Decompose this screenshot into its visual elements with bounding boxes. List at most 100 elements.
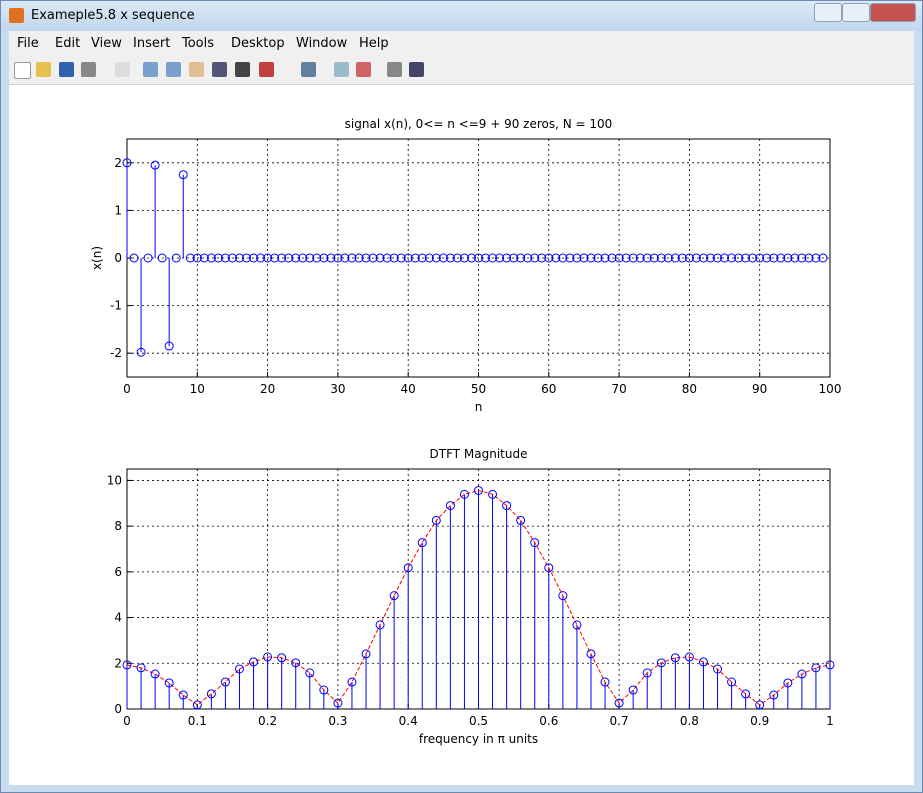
x-tick-label: 0.2 [258,714,277,728]
pointer-icon[interactable] [115,62,130,77]
stem-marker [438,253,448,263]
rotate-icon[interactable] [212,62,227,77]
stem-marker [811,663,821,673]
stem-marker [748,253,758,263]
open-icon[interactable] [36,62,51,77]
brush-icon[interactable] [259,62,274,77]
chart-title: signal x(n), 0<= n <=9 + 90 zeros, N = 1… [345,117,613,131]
menu-item[interactable]: Help [359,36,389,51]
x-tick-label: 0 [123,714,131,728]
menu-item[interactable]: File [17,36,39,51]
stem-marker [720,253,730,263]
stem-marker [403,253,413,263]
stem-marker [249,253,259,263]
close-button[interactable] [870,3,916,22]
stem-marker [790,253,800,263]
stem-marker [642,253,652,263]
stem-marker [741,253,751,263]
stem-marker [424,253,434,263]
stem-marker [284,253,294,263]
stem-marker [502,501,512,511]
stem-marker [220,253,230,263]
x-tick-label: 0.1 [188,714,207,728]
new-icon[interactable] [14,62,31,79]
minimize-button[interactable] [814,3,842,22]
x-tick-label: 0.4 [399,714,418,728]
stem-marker [586,649,596,659]
stem-marker [797,253,807,263]
stem-marker [565,253,575,263]
datacursor-icon[interactable] [235,62,250,77]
menu-item[interactable]: Insert [133,36,171,51]
stem-marker [256,253,266,263]
stem-marker [776,253,786,263]
stem-marker [277,653,287,663]
stem-marker [691,253,701,263]
stem-marker [220,677,230,687]
zoom-in-icon[interactable] [143,62,158,77]
x-tick-label: 0 [123,382,131,396]
stem-marker [579,253,589,263]
stem-marker [797,669,807,679]
menu-item[interactable]: Edit [55,36,81,51]
legend-icon[interactable] [356,62,371,77]
menu-item[interactable]: Desktop [231,36,285,51]
stem-marker [628,253,638,263]
menu-item[interactable]: Tools [182,36,215,51]
stem-marker [347,677,357,687]
stem-marker [312,253,322,263]
stem-marker [656,253,666,263]
stem-marker [403,563,413,573]
stem-marker [361,253,371,263]
zoom-out-icon[interactable] [166,62,181,77]
stem-marker [319,685,329,695]
connecting-line [126,489,831,706]
x-tick-label: 0.8 [680,714,699,728]
stem-marker [825,660,835,670]
stem-marker [804,253,814,263]
stem-marker [227,253,237,263]
stem-marker [136,663,146,673]
stem-marker [586,253,596,263]
menu-bar: File Edit View Insert Tools Desktop Window Help [9,31,914,55]
stem-marker [389,591,399,601]
stem-marker [727,677,737,687]
stem-marker [783,678,793,688]
link-icon[interactable] [301,62,316,77]
stem-marker [263,253,273,263]
stem-marker [143,253,153,263]
colorbar-icon[interactable] [334,62,349,77]
stem-marker [495,253,505,263]
menu-item[interactable]: View [91,36,122,51]
stem-marker [242,253,252,263]
stem-marker [488,253,498,263]
x-tick-label: 60 [541,382,556,396]
stem-marker [340,253,350,263]
stem-marker [811,253,821,263]
stem-marker [291,253,301,263]
stem-marker [734,253,744,263]
menu-item[interactable]: Window [296,36,348,51]
save-icon[interactable] [59,62,74,77]
y-tick-label: 6 [114,565,122,579]
x-axis-label: n [475,400,483,414]
show-tools-icon[interactable] [409,62,424,77]
pan-icon[interactable] [189,62,204,77]
title-bar: Exameple5.8 x sequence [1,1,922,31]
y-tick-label: -1 [110,299,122,313]
maximize-button[interactable] [842,3,870,22]
hide-tools-icon[interactable] [387,62,402,77]
stem-marker [277,253,287,263]
stem-marker [642,668,652,678]
window-title: Exameple5.8 x sequence [31,8,195,23]
print-icon[interactable] [81,62,96,77]
stem-marker [459,489,469,499]
stem-marker [213,253,223,263]
stem-marker [488,489,498,499]
stem-marker [698,657,708,667]
stem-marker [305,253,315,263]
chart-title: DTFT Magnitude [430,447,528,461]
stem-marker [614,253,624,263]
stem-marker [684,652,694,662]
